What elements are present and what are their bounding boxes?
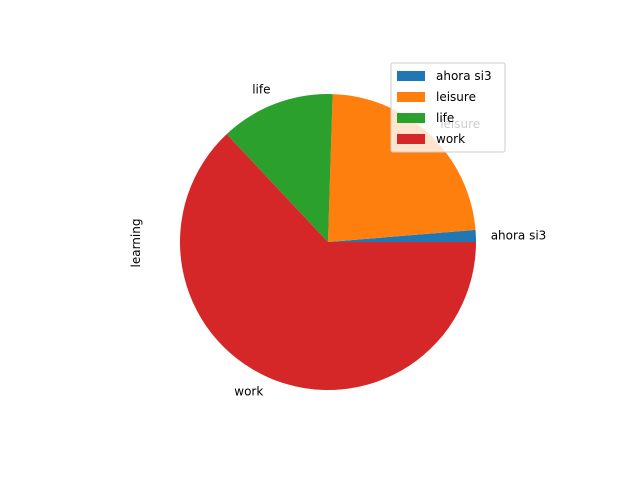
legend-swatch-ahora-si3 [397, 71, 425, 81]
pie-slice-work [180, 134, 477, 391]
legend-swatch-leisure [397, 92, 425, 102]
legend-label-ahora-si3: ahora si3 [436, 69, 492, 83]
pie-slice-ahora-si3 [328, 229, 476, 242]
legend-label-work: work [436, 132, 465, 146]
slice-label-ahora-si3: ahora si3 [491, 228, 547, 242]
pie-slice-life [226, 93, 333, 242]
slice-label-work: work [234, 384, 263, 398]
legend-swatch-life [397, 113, 425, 123]
pie-slice-leisure [328, 94, 476, 242]
pie-slices [180, 93, 477, 391]
legend-label-life: life [436, 111, 454, 125]
slice-label-life: life [252, 83, 270, 97]
y-axis-label: learning [129, 219, 143, 268]
legend-swatch-work [397, 134, 425, 144]
legend: ahora si3 leisure life work [390, 62, 506, 153]
legend-frame [390, 62, 506, 153]
legend-label-leisure: leisure [436, 90, 476, 104]
